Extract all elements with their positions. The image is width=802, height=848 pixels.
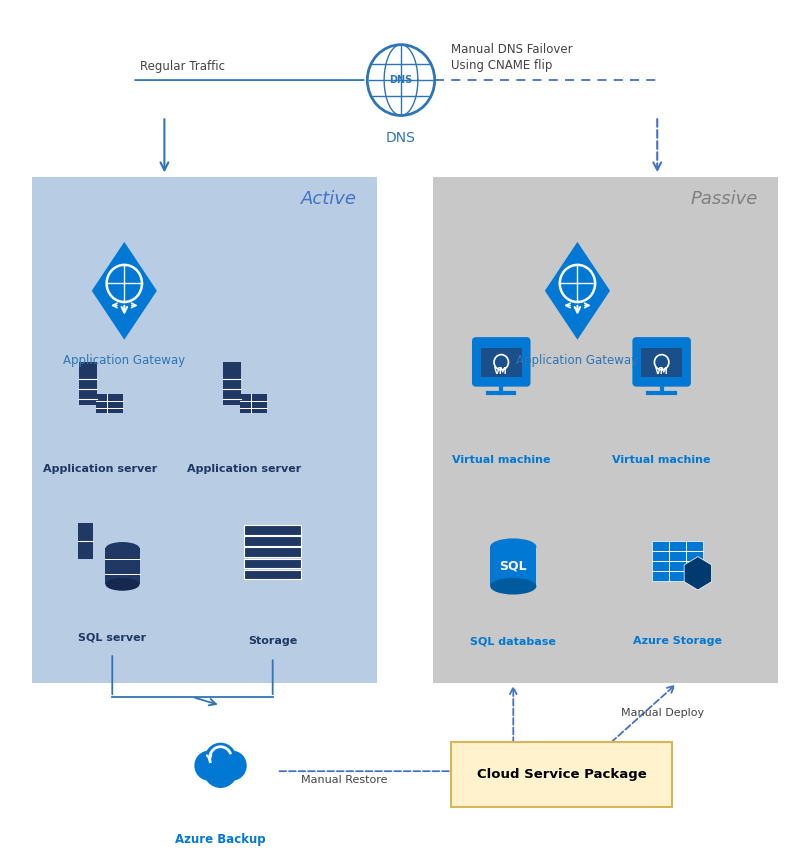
- FancyBboxPatch shape: [240, 393, 267, 413]
- Text: Application Gateway: Application Gateway: [516, 354, 638, 367]
- FancyBboxPatch shape: [472, 338, 531, 387]
- Circle shape: [218, 750, 247, 780]
- Text: Manual DNS Failover
Using CNAME flip: Manual DNS Failover Using CNAME flip: [451, 42, 573, 71]
- Text: VM: VM: [655, 367, 668, 377]
- Text: Storage: Storage: [248, 636, 298, 646]
- Text: SQL server: SQL server: [79, 632, 146, 642]
- FancyBboxPatch shape: [244, 548, 302, 557]
- Text: Manual Deploy: Manual Deploy: [621, 708, 704, 718]
- Text: DNS: DNS: [390, 75, 412, 85]
- Text: Cloud Service Package: Cloud Service Package: [476, 768, 646, 781]
- FancyBboxPatch shape: [223, 362, 241, 404]
- FancyBboxPatch shape: [95, 393, 123, 413]
- FancyBboxPatch shape: [653, 541, 703, 581]
- Text: Application server: Application server: [43, 464, 157, 473]
- Circle shape: [367, 45, 435, 115]
- FancyBboxPatch shape: [79, 523, 93, 559]
- FancyBboxPatch shape: [451, 742, 672, 807]
- Circle shape: [194, 750, 223, 780]
- FancyBboxPatch shape: [481, 348, 521, 377]
- Ellipse shape: [490, 538, 537, 555]
- Text: Active: Active: [301, 190, 357, 208]
- Circle shape: [203, 751, 238, 788]
- Text: SQL database: SQL database: [470, 636, 557, 646]
- Text: Application server: Application server: [188, 464, 302, 473]
- Text: SQL: SQL: [500, 559, 527, 572]
- Text: Azure Storage: Azure Storage: [634, 636, 722, 646]
- FancyBboxPatch shape: [244, 570, 302, 579]
- FancyBboxPatch shape: [632, 338, 691, 387]
- FancyBboxPatch shape: [433, 177, 778, 683]
- Circle shape: [205, 743, 237, 777]
- Text: Virtual machine: Virtual machine: [613, 455, 711, 466]
- Ellipse shape: [106, 542, 140, 555]
- Text: VM: VM: [495, 367, 508, 377]
- FancyBboxPatch shape: [79, 362, 97, 404]
- FancyBboxPatch shape: [244, 559, 302, 568]
- FancyBboxPatch shape: [106, 549, 140, 584]
- Text: Virtual machine: Virtual machine: [452, 455, 550, 466]
- Polygon shape: [545, 242, 610, 340]
- Polygon shape: [91, 242, 157, 340]
- Text: DNS: DNS: [386, 131, 416, 145]
- Polygon shape: [684, 556, 711, 590]
- FancyBboxPatch shape: [244, 525, 302, 534]
- Ellipse shape: [106, 577, 140, 591]
- FancyBboxPatch shape: [244, 536, 302, 545]
- Text: Manual Restore: Manual Restore: [301, 775, 387, 785]
- FancyBboxPatch shape: [490, 547, 537, 586]
- Text: Application Gateway: Application Gateway: [63, 354, 185, 367]
- FancyBboxPatch shape: [641, 348, 682, 377]
- Text: Passive: Passive: [691, 190, 758, 208]
- FancyBboxPatch shape: [32, 177, 377, 683]
- Text: Regular Traffic: Regular Traffic: [140, 60, 225, 73]
- Text: Azure Backup: Azure Backup: [176, 833, 265, 845]
- Ellipse shape: [490, 577, 537, 594]
